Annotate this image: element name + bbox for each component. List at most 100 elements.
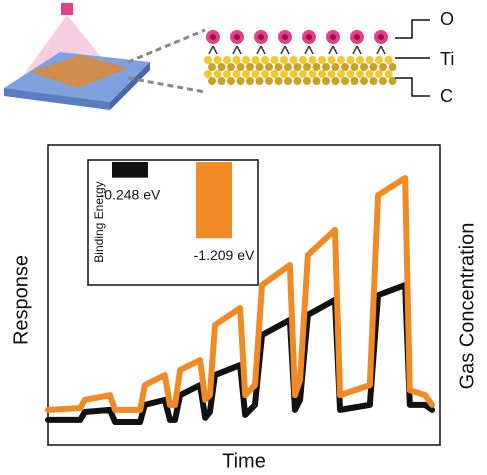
zoom-line [127, 28, 206, 64]
atom [251, 70, 260, 78]
atom [322, 63, 330, 71]
atom [337, 70, 345, 78]
atom [246, 63, 254, 71]
atom [303, 63, 311, 71]
atom [337, 56, 345, 64]
atom [265, 77, 273, 85]
atom [270, 70, 279, 78]
atom [284, 77, 292, 85]
bar [196, 162, 232, 239]
bond [328, 45, 334, 55]
atom [236, 77, 245, 85]
plot-frame [47, 144, 441, 446]
atom [280, 56, 288, 64]
atom [236, 63, 245, 71]
bond [284, 45, 290, 55]
bond [356, 45, 362, 55]
bond [256, 45, 262, 55]
atom [356, 70, 364, 78]
atom [318, 70, 326, 78]
atom [232, 70, 241, 78]
atom [341, 63, 349, 71]
film [30, 55, 128, 88]
atom [274, 63, 283, 71]
x-axis-label: Time [222, 450, 266, 472]
atom [384, 56, 393, 64]
atom [312, 63, 321, 71]
atom [312, 77, 321, 85]
atom [299, 70, 307, 78]
zoom-line [127, 76, 206, 94]
atom [388, 77, 397, 85]
y-axis-label: Response [10, 255, 32, 345]
atom [365, 70, 374, 78]
atom [213, 56, 222, 64]
atom [388, 63, 397, 71]
atom [232, 56, 241, 64]
atom [217, 63, 226, 71]
layer-label: Ti [440, 49, 454, 69]
o-atom-core [306, 34, 312, 40]
substrate-side [4, 88, 110, 110]
bond [280, 45, 286, 55]
bond [212, 45, 218, 55]
atom [261, 56, 269, 64]
response-line [45, 175, 436, 413]
atom [350, 63, 359, 71]
atom [308, 56, 317, 64]
atom [223, 56, 231, 64]
o-atom-core [234, 34, 240, 40]
bond [208, 45, 214, 55]
atom [369, 63, 378, 71]
atom [242, 70, 250, 78]
bond [380, 45, 386, 55]
atom [318, 56, 326, 64]
atom [274, 77, 283, 85]
atom [331, 77, 340, 85]
inset-frame [87, 159, 259, 286]
bond [260, 45, 266, 55]
bond [332, 45, 338, 55]
atom [270, 56, 279, 64]
response-line [45, 282, 436, 425]
atom [322, 77, 330, 85]
atom [246, 77, 254, 85]
atom [204, 70, 212, 78]
atom [365, 56, 374, 64]
atom [289, 56, 298, 64]
o-atom-core [282, 34, 288, 40]
atom [303, 77, 311, 85]
atom [265, 63, 273, 71]
atom [375, 70, 383, 78]
o-atom-core [210, 34, 216, 40]
bond [352, 45, 358, 55]
bracket [395, 77, 430, 97]
substrate-side [110, 62, 150, 110]
value-label: -1.209 eV [194, 247, 255, 263]
atom [299, 56, 307, 64]
atom [293, 63, 302, 71]
atom [242, 56, 250, 64]
layer-label: O [440, 9, 454, 29]
atom [308, 70, 317, 78]
inset-y-label: Binding Energy [92, 181, 106, 262]
atom [223, 70, 231, 78]
bar [112, 162, 148, 178]
atom [346, 70, 355, 78]
atom [280, 70, 288, 78]
bracket [395, 19, 430, 39]
atom [375, 56, 383, 64]
atom [208, 63, 216, 71]
atom [369, 77, 378, 85]
schematic: O Ti C [4, 3, 454, 110]
atom [255, 63, 264, 71]
value-label: -0.248 eV [100, 186, 161, 202]
atom [289, 70, 298, 78]
atom [384, 70, 393, 78]
atom [227, 77, 235, 85]
atom [293, 77, 302, 85]
o-atom-core [330, 34, 336, 40]
o-atom-core [378, 34, 384, 40]
bond [376, 45, 382, 55]
y2-axis-label: Gas Concentration [456, 223, 478, 390]
